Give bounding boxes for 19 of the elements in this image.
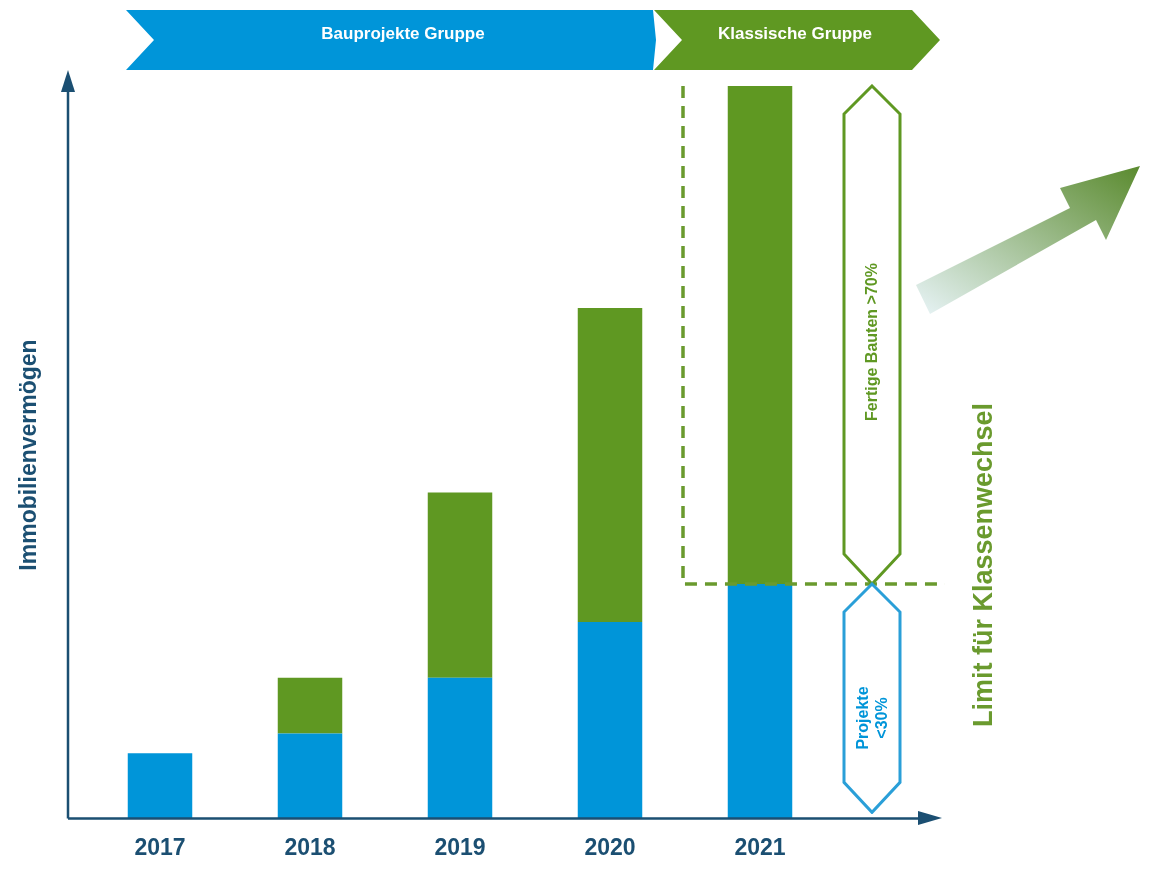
- x-tick-label: 2020: [584, 833, 636, 860]
- annotation: Projekte <30%: [853, 685, 891, 752]
- bar: [127, 753, 193, 819]
- ref-line-label: Limit für Klassenwechsel: [968, 402, 999, 728]
- text: Klassische Gruppe: [717, 24, 873, 44]
- annotation: Fertige Bauten >70%: [863, 263, 881, 421]
- bar: [277, 733, 343, 819]
- bar: [427, 677, 493, 819]
- bar: [427, 492, 493, 678]
- bar: [577, 622, 643, 819]
- bar: [577, 307, 643, 623]
- x-tick-label: 2017: [134, 833, 186, 860]
- bar: [277, 677, 343, 734]
- x-tick-label: 2018: [284, 833, 336, 860]
- bar: [727, 584, 793, 819]
- x-tick-label: 2019: [434, 833, 486, 860]
- x-tick-label: 2021: [734, 833, 786, 860]
- y-axis-title: Immobilienvermögen: [14, 339, 42, 571]
- text: Bauprojekte Gruppe: [321, 24, 485, 44]
